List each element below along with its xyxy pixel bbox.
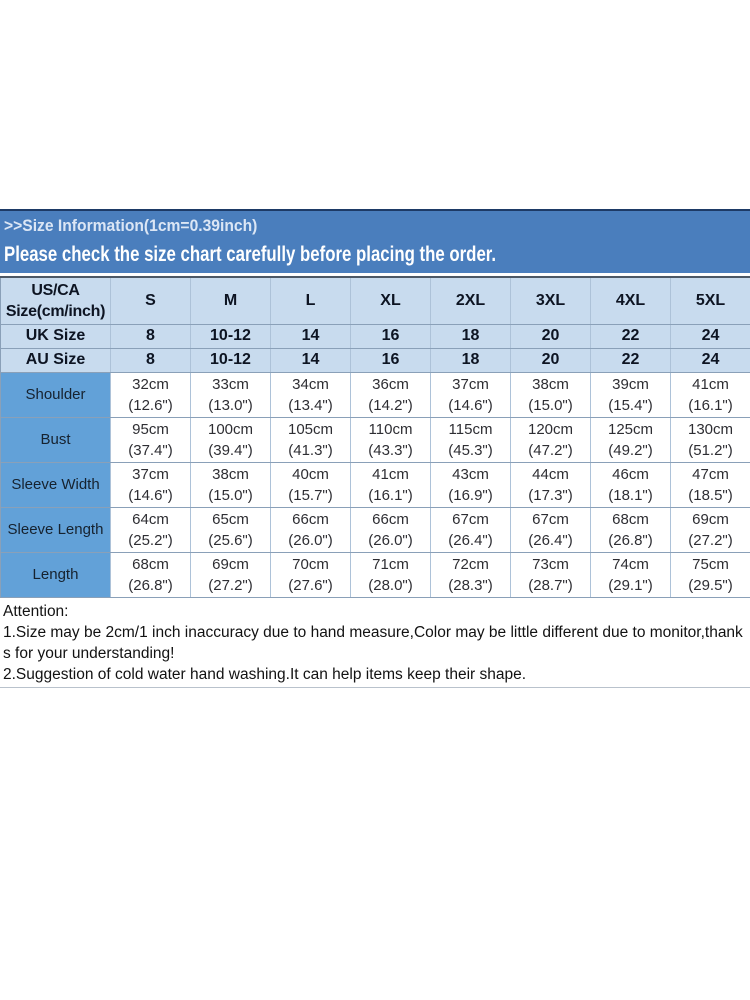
- bust-cell: 100cm (39.4"): [190, 416, 271, 463]
- length-cell: 73cm (28.7"): [510, 551, 591, 598]
- size-column-header-m: M: [190, 276, 271, 325]
- sleeve-length-cell: 66cm (26.0"): [270, 506, 351, 553]
- size-column-header-s: S: [110, 276, 191, 325]
- uk-size-cell: 24: [670, 323, 750, 349]
- bust-cell: 115cm (45.3"): [430, 416, 511, 463]
- row-label-sleeve-width: Sleeve Width: [0, 461, 111, 508]
- au-size-cell: 22: [590, 347, 671, 373]
- bust-cell: 110cm (43.3"): [350, 416, 431, 463]
- sleeve-length-cell: 65cm (25.6"): [190, 506, 271, 553]
- row-label-bust: Bust: [0, 416, 111, 463]
- length-cell: 72cm (28.3"): [430, 551, 511, 598]
- attention-note-2: 2.Suggestion of cold water hand washing.…: [3, 666, 527, 684]
- length-cell: 75cm (29.5"): [670, 551, 750, 598]
- uk-size-cell: 20: [510, 323, 591, 349]
- sleeve-length-cell: 66cm (26.0"): [350, 506, 431, 553]
- bust-cell: 120cm (47.2"): [510, 416, 591, 463]
- sleeve-length-cell: 69cm (27.2"): [670, 506, 750, 553]
- size-information-banner: >>Size Information(1cm=0.39inch) Please …: [0, 209, 750, 273]
- bottom-divider: [0, 686, 750, 688]
- sleeve-length-cell: 64cm (25.2"): [110, 506, 191, 553]
- size-column-header-5xl: 5XL: [670, 276, 750, 325]
- length-row: Length 68cm (26.8") 69cm (27.2") 70cm (2…: [0, 551, 750, 598]
- row-label-au-size: AU Size: [0, 347, 111, 373]
- size-column-header-3xl: 3XL: [510, 276, 591, 325]
- sleeve-length-row: Sleeve Length 64cm (25.2") 65cm (25.6") …: [0, 506, 750, 553]
- sleeve-width-cell: 41cm (16.1"): [350, 461, 431, 508]
- shoulder-cell: 39cm (15.4"): [590, 371, 671, 418]
- sleeve-width-cell: 46cm (18.1"): [590, 461, 671, 508]
- sleeve-width-cell: 40cm (15.7"): [270, 461, 351, 508]
- bust-row: Bust 95cm (37.4") 100cm (39.4") 105cm (4…: [0, 416, 750, 463]
- size-chart-table: US/CA Size(cm/inch) S M L XL 2XL 3XL 4XL…: [0, 276, 750, 598]
- sleeve-length-cell: 67cm (26.4"): [430, 506, 511, 553]
- au-size-cell: 10-12: [190, 347, 271, 373]
- size-column-header-l: L: [270, 276, 351, 325]
- length-cell: 70cm (27.6"): [270, 551, 351, 598]
- au-size-cell: 14: [270, 347, 351, 373]
- au-size-cell: 8: [110, 347, 191, 373]
- size-column-header-xl: XL: [350, 276, 431, 325]
- shoulder-cell: 32cm (12.6"): [110, 371, 191, 418]
- attention-note-1: 1.Size may be 2cm/1 inch inaccuracy due …: [3, 623, 743, 663]
- shoulder-cell: 38cm (15.0"): [510, 371, 591, 418]
- au-size-row: AU Size 8 10-12 14 16 18 20 22 24: [0, 347, 750, 373]
- shoulder-cell: 37cm (14.6"): [430, 371, 511, 418]
- au-size-cell: 24: [670, 347, 750, 373]
- au-size-cell: 20: [510, 347, 591, 373]
- row-label-shoulder: Shoulder: [0, 371, 111, 418]
- bust-cell: 105cm (41.3"): [270, 416, 351, 463]
- uk-size-cell: 8: [110, 323, 191, 349]
- au-size-cell: 16: [350, 347, 431, 373]
- row-label-uk-size: UK Size: [0, 323, 111, 349]
- sleeve-width-cell: 38cm (15.0"): [190, 461, 271, 508]
- uk-size-row: UK Size 8 10-12 14 16 18 20 22 24: [0, 323, 750, 349]
- sleeve-width-cell: 47cm (18.5"): [670, 461, 750, 508]
- banner-subtitle: Please check the size chart carefully be…: [4, 243, 497, 266]
- shoulder-cell: 33cm (13.0"): [190, 371, 271, 418]
- row-label-length: Length: [0, 551, 111, 598]
- uk-size-cell: 16: [350, 323, 431, 349]
- shoulder-cell: 41cm (16.1"): [670, 371, 750, 418]
- sleeve-length-cell: 68cm (26.8"): [590, 506, 671, 553]
- sleeve-width-cell: 43cm (16.9"): [430, 461, 511, 508]
- sleeve-width-cell: 44cm (17.3"): [510, 461, 591, 508]
- corner-header: US/CA Size(cm/inch): [0, 276, 111, 325]
- row-label-sleeve-length: Sleeve Length: [0, 506, 111, 553]
- attention-title: Attention:: [3, 602, 69, 620]
- top-whitespace: [0, 0, 750, 209]
- length-cell: 69cm (27.2"): [190, 551, 271, 598]
- size-column-header-4xl: 4XL: [590, 276, 671, 325]
- uk-size-cell: 22: [590, 323, 671, 349]
- sleeve-width-cell: 37cm (14.6"): [110, 461, 191, 508]
- size-column-header-2xl: 2XL: [430, 276, 511, 325]
- uk-size-cell: 18: [430, 323, 511, 349]
- bust-cell: 125cm (49.2"): [590, 416, 671, 463]
- sleeve-width-row: Sleeve Width 37cm (14.6") 38cm (15.0") 4…: [0, 461, 750, 508]
- au-size-cell: 18: [430, 347, 511, 373]
- bust-cell: 95cm (37.4"): [110, 416, 191, 463]
- shoulder-row: Shoulder 32cm (12.6") 33cm (13.0") 34cm …: [0, 371, 750, 418]
- uk-size-cell: 14: [270, 323, 351, 349]
- length-cell: 68cm (26.8"): [110, 551, 191, 598]
- attention-section: Attention: 1.Size may be 2cm/1 inch inac…: [0, 598, 750, 686]
- shoulder-cell: 36cm (14.2"): [350, 371, 431, 418]
- bust-cell: 130cm (51.2"): [670, 416, 750, 463]
- banner-title: >>Size Information(1cm=0.39inch): [4, 216, 258, 235]
- shoulder-cell: 34cm (13.4"): [270, 371, 351, 418]
- uk-size-cell: 10-12: [190, 323, 271, 349]
- length-cell: 74cm (29.1"): [590, 551, 671, 598]
- length-cell: 71cm (28.0"): [350, 551, 431, 598]
- size-header-row: US/CA Size(cm/inch) S M L XL 2XL 3XL 4XL…: [0, 276, 750, 325]
- sleeve-length-cell: 67cm (26.4"): [510, 506, 591, 553]
